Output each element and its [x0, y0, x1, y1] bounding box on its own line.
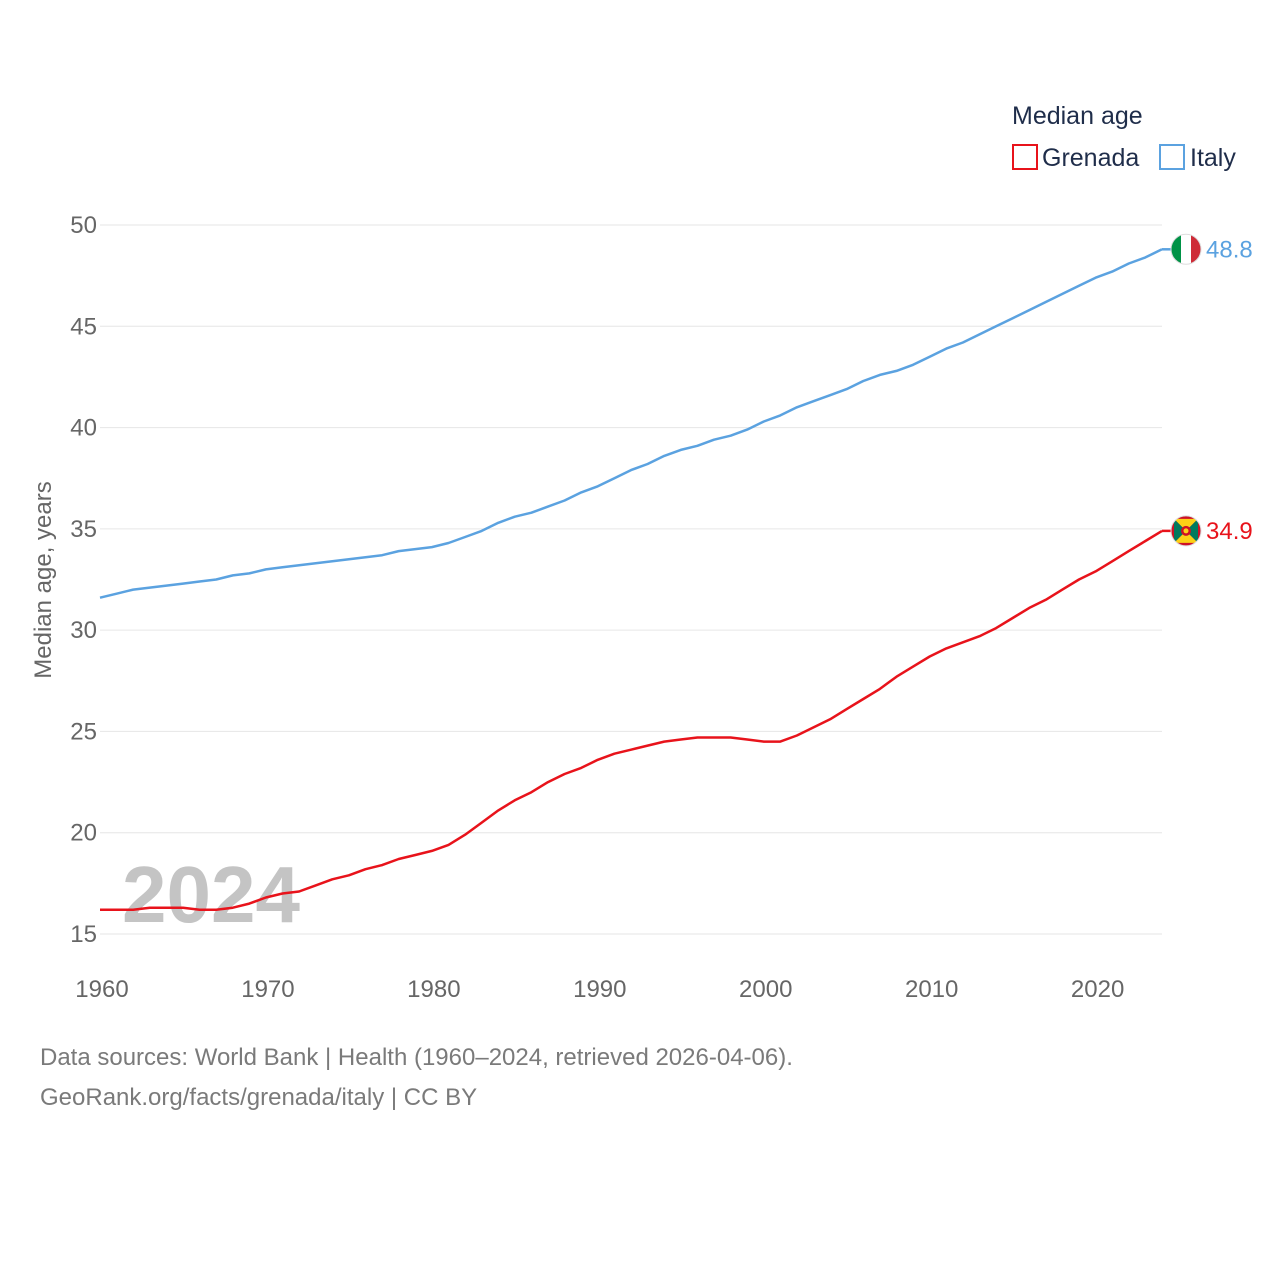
y-tick-label: 50: [70, 212, 97, 239]
italy-flag-icon: [1170, 233, 1202, 265]
legend-label-grenada: Grenada: [1042, 144, 1139, 172]
y-tick-label: 15: [70, 921, 97, 948]
y-axis-ticks: 15 20 25 30 35 40 45 50: [70, 212, 97, 948]
x-tick-label: 1980: [407, 976, 460, 1003]
y-tick-label: 45: [70, 313, 97, 340]
x-axis-ticks: 1960 1970 1980 1990 2000 2010 2020: [75, 976, 1124, 1003]
x-tick-label: 1960: [75, 976, 128, 1003]
legend: Median age Grenada Italy: [1012, 102, 1236, 172]
legend-swatch-grenada: [1012, 144, 1038, 170]
legend-label-italy: Italy: [1190, 144, 1236, 172]
end-value-label-italy: 48.8: [1206, 236, 1253, 263]
grid: [100, 224, 1162, 935]
series-end-markers: 34.9 48.8: [1162, 233, 1253, 547]
source-url[interactable]: GeoRank.org/facts/grenada/italy | CC BY: [40, 1084, 478, 1111]
series-line-grenada[interactable]: [100, 529, 1163, 911]
grenada-flag-icon: [1170, 515, 1202, 547]
x-tick-label: 1990: [573, 976, 626, 1003]
series-line-italy[interactable]: [99, 248, 1163, 599]
y-tick-label: 25: [70, 718, 97, 745]
data-source-note: Data sources: World Bank | Health (1960–…: [40, 1044, 793, 1071]
x-tick-label: 2020: [1071, 976, 1124, 1003]
series-lines: [99, 248, 1163, 911]
y-tick-label: 35: [70, 516, 97, 543]
x-tick-label: 1970: [241, 976, 294, 1003]
year-watermark: 2024: [122, 850, 300, 939]
legend-swatch-italy: [1159, 144, 1185, 170]
x-tick-label: 2010: [905, 976, 958, 1003]
legend-item-grenada[interactable]: Grenada: [1012, 144, 1139, 172]
legend-item-italy[interactable]: Italy: [1159, 144, 1236, 172]
x-tick-label: 2000: [739, 976, 792, 1003]
y-tick-label: 30: [70, 617, 97, 644]
end-value-label-grenada: 34.9: [1206, 518, 1253, 545]
y-tick-label: 40: [70, 415, 97, 442]
y-axis-title: Median age, years: [30, 481, 57, 678]
legend-title: Median age: [1012, 102, 1143, 130]
y-tick-label: 20: [70, 820, 97, 847]
